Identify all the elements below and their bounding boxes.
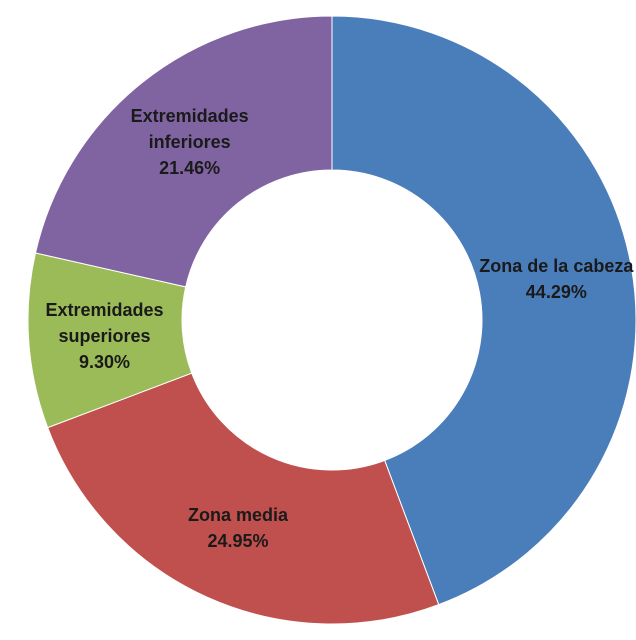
donut-segment — [47, 372, 440, 625]
value-label: 24.95% — [207, 530, 269, 551]
segment-label: Zona media 24.95% — [153, 502, 323, 554]
category: Zona de la cabeza — [479, 256, 634, 277]
category: Extremidades inferiores — [130, 105, 249, 152]
segment-label: Extremidades superiores 9.30% — [20, 297, 190, 375]
category: Zona media — [187, 504, 288, 525]
segment-label: Extremidades inferiores 21.46% — [105, 103, 275, 181]
value-label: 9.30% — [79, 351, 131, 372]
donut-segment — [331, 15, 636, 606]
segment-label: Zona de la cabeza 44.29% — [471, 253, 636, 305]
category: Extremidades superiores — [45, 299, 164, 346]
value-label: 21.46% — [159, 157, 221, 178]
donut-segment — [34, 15, 333, 288]
value-label: 44.29% — [525, 282, 587, 303]
